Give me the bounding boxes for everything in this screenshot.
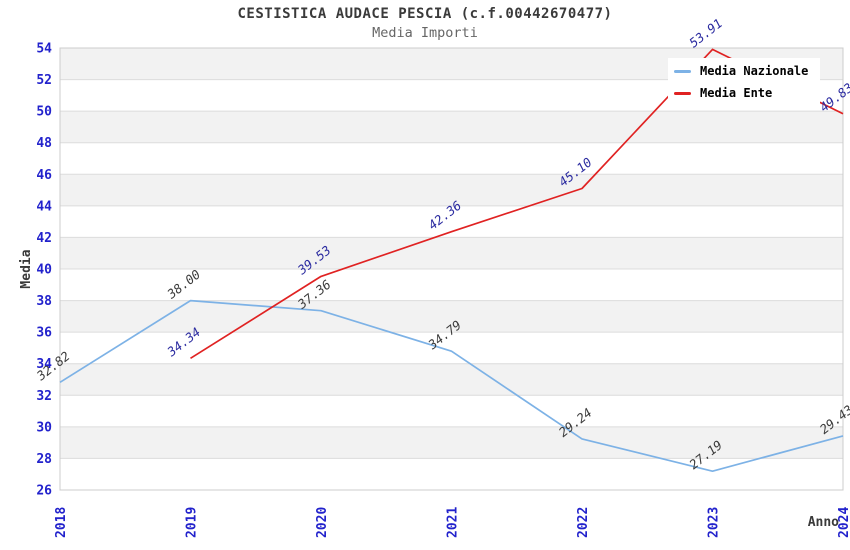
y-tick-label: 40 — [36, 263, 52, 278]
legend-item-media-ente[interactable]: Media Ente — [674, 85, 820, 101]
y-tick-label: 28 — [36, 452, 52, 467]
legend-line-swatch-nazionale-icon — [674, 69, 691, 73]
x-tick-label: 2018 — [54, 507, 69, 538]
plot-band — [60, 363, 843, 396]
y-tick-label: 50 — [36, 105, 52, 120]
x-axis-title: Anno — [808, 515, 839, 530]
plot-band — [60, 300, 843, 333]
y-tick-label: 52 — [36, 73, 52, 88]
plot-band — [60, 426, 843, 459]
x-tick-label: 2023 — [707, 507, 722, 538]
y-tick-label: 54 — [36, 42, 52, 57]
y-tick-label: 30 — [36, 420, 52, 435]
y-tick-label: 44 — [36, 199, 52, 214]
legend-line-swatch-ente-icon — [674, 91, 691, 95]
y-tick-label: 48 — [36, 136, 52, 151]
plot-border — [59, 47, 844, 491]
data-label: 38.00 — [163, 267, 203, 303]
plot-band — [60, 174, 843, 206]
x-tick-label: 2024 — [837, 507, 850, 538]
y-tick-label: 42 — [36, 231, 52, 246]
y-axis-title: Media — [19, 249, 34, 288]
y-tick-label: 32 — [36, 389, 52, 404]
plot-band — [60, 237, 843, 269]
x-tick-label: 2022 — [576, 507, 591, 538]
chart-subtitle: Media Importi — [372, 25, 478, 41]
legend-label-media-ente: Media Ente — [700, 86, 773, 100]
legend: Media Nazionale Media Ente — [668, 58, 820, 106]
plot-band — [60, 111, 843, 143]
series-line-media-nazionale — [59, 299, 844, 473]
x-tick-label: 2020 — [315, 507, 330, 538]
y-tick-label: 38 — [36, 294, 52, 309]
y-tick-label: 36 — [36, 326, 52, 341]
y-tick-label: 26 — [36, 484, 52, 499]
data-label: 53.91 — [686, 15, 725, 50]
x-tick-label: 2021 — [446, 507, 461, 538]
x-tick-label: 2019 — [185, 507, 200, 538]
y-tick-label: 46 — [36, 168, 52, 183]
chart-title: CESTISTICA AUDACE PESCIA (c.f.0044267047… — [237, 6, 613, 22]
legend-label-media-nazionale: Media Nazionale — [700, 64, 809, 78]
y-tick-label: 34 — [36, 357, 52, 372]
legend-item-media-nazionale[interactable]: Media Nazionale — [674, 63, 820, 79]
